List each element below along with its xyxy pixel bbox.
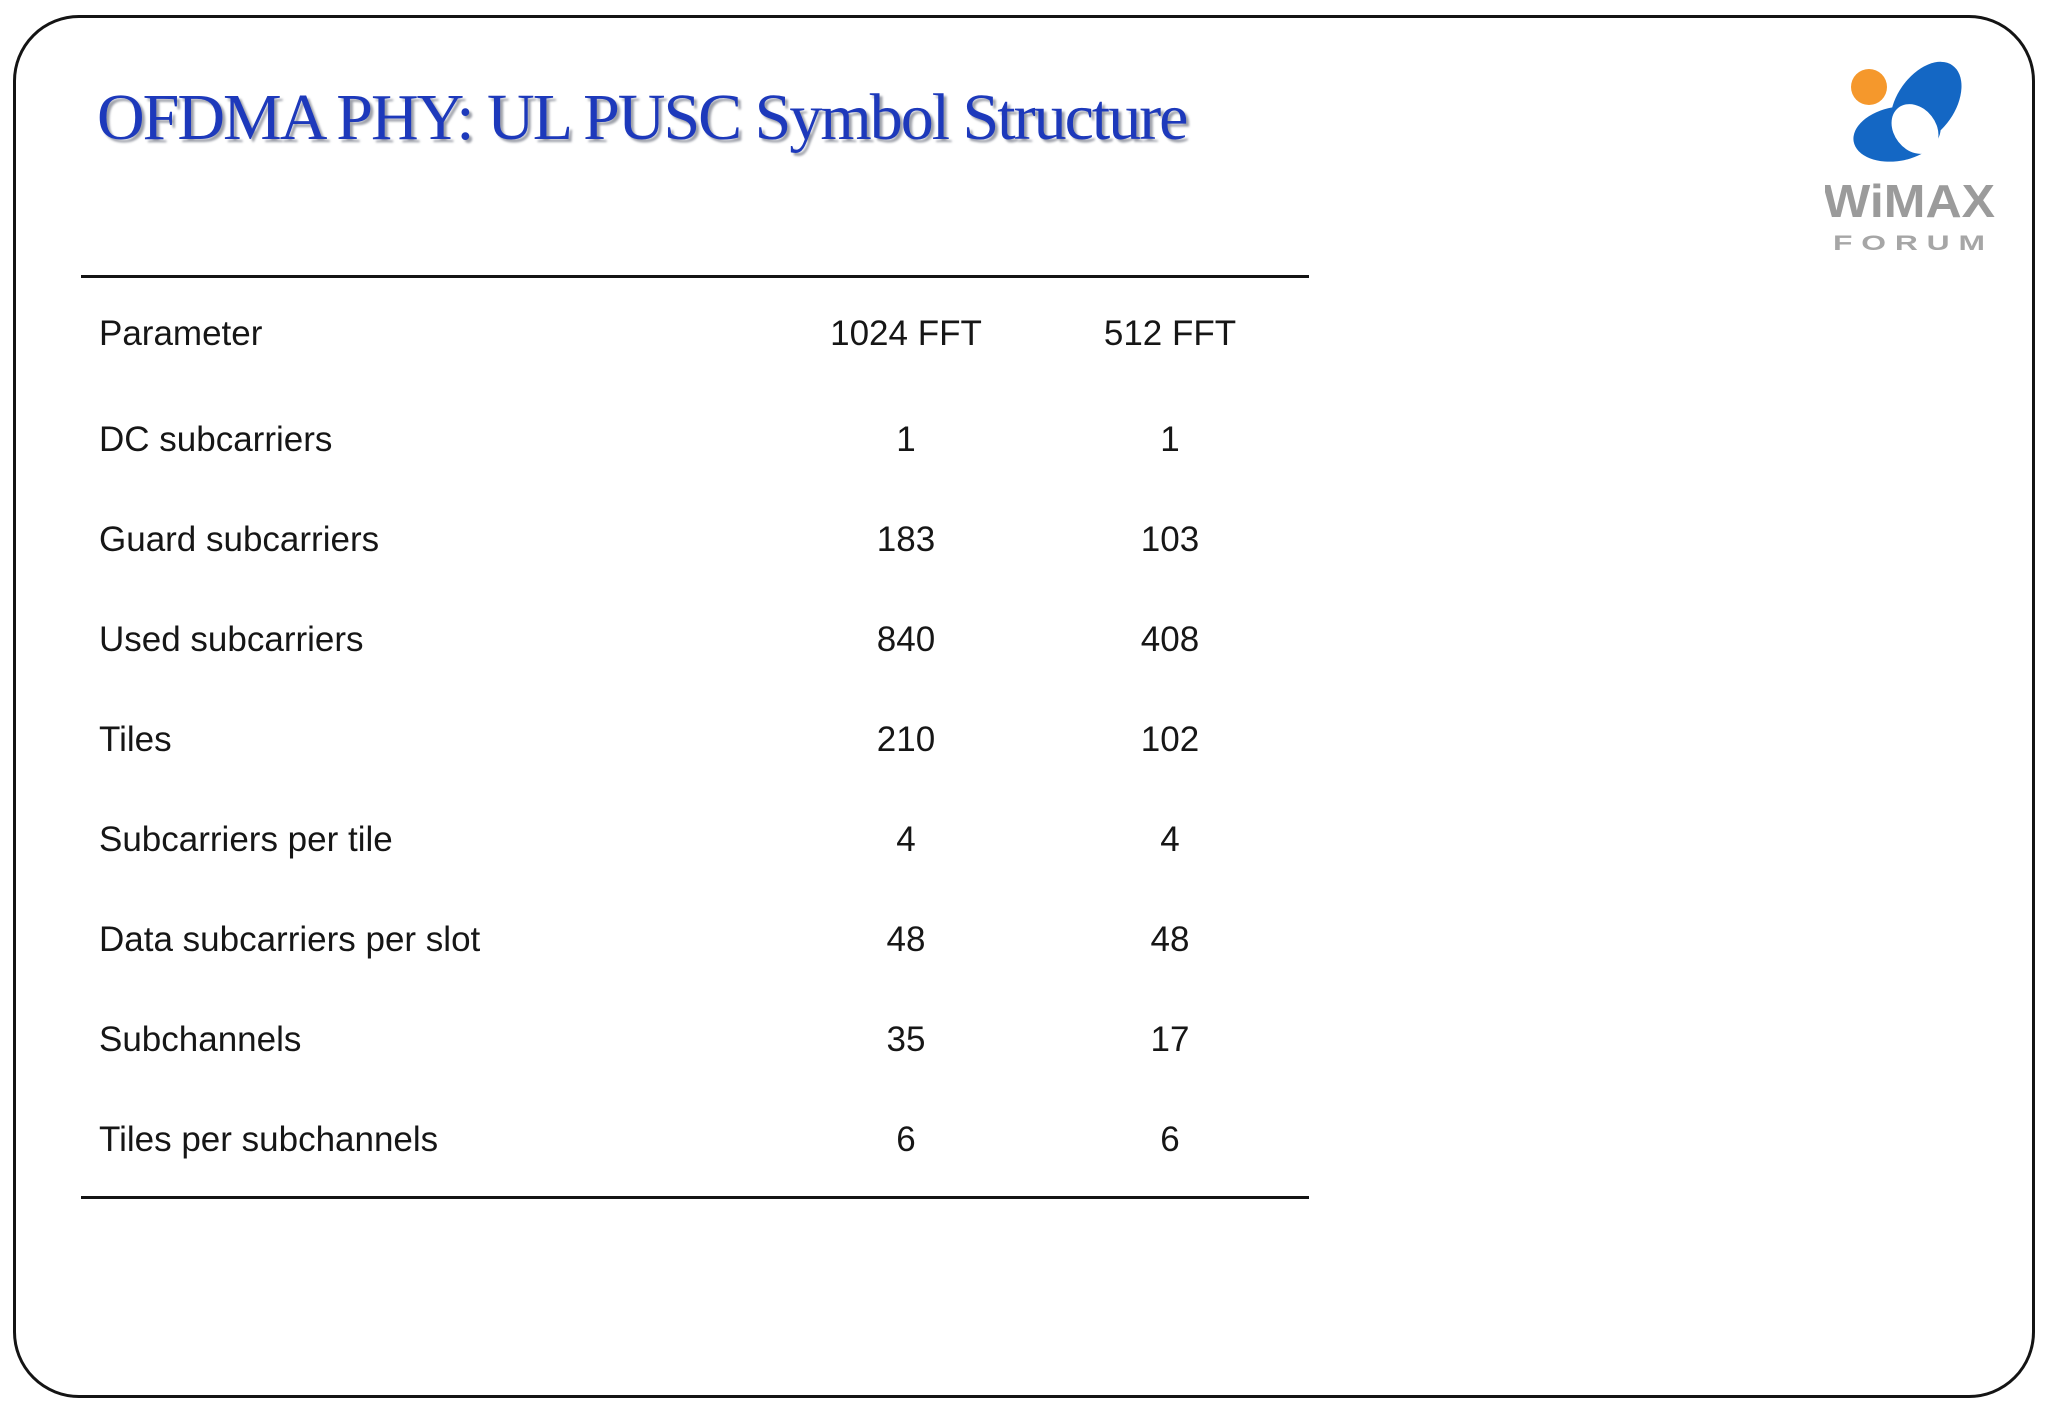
row-value-512fft: 1: [1160, 419, 1180, 459]
table-row: DC subcarriers 1 1: [81, 390, 1309, 490]
row-value-512fft: 103: [1140, 519, 1200, 559]
wimax-forum-logo: WiMAX F O R U M: [1825, 61, 1995, 255]
row-value-512fft: 6: [1160, 1119, 1180, 1159]
column-header-512fft: 512 FFT: [1103, 313, 1237, 353]
row-label: Subchannels: [99, 1019, 302, 1059]
row-label: Tiles: [99, 719, 172, 759]
table-row: Data subcarriers per slot 48 48: [81, 890, 1309, 990]
row-value-1024fft: 35: [886, 1019, 926, 1059]
row-value-512fft: 102: [1140, 719, 1200, 759]
column-header-1024fft: 1024 FFT: [830, 313, 982, 353]
row-value-1024fft: 210: [876, 719, 936, 759]
table-row: Used subcarriers 840 408: [81, 590, 1309, 690]
table-row: Subchannels 35 17: [81, 990, 1309, 1090]
row-label: Data subcarriers per slot: [99, 919, 481, 959]
parameters-table: Parameter 1024 FFT 512 FFT DC subcarrier…: [81, 275, 1309, 1199]
logo-brand-text: WiMAX: [1825, 175, 1995, 227]
table-row: Guard subcarriers 183 103: [81, 490, 1309, 590]
table-row: Tiles 210 102: [81, 690, 1309, 790]
table-header-row: Parameter 1024 FFT 512 FFT: [81, 278, 1309, 390]
row-value-512fft: 408: [1140, 619, 1200, 659]
column-header-parameter: Parameter: [99, 313, 263, 353]
row-label: Subcarriers per tile: [99, 819, 393, 859]
slide-border-frame: [13, 15, 2035, 1398]
row-value-1024fft: 840: [876, 619, 936, 659]
row-value-1024fft: 48: [886, 919, 926, 959]
slide-title: OFDMA PHY: UL PUSC Symbol Structure: [97, 81, 1188, 154]
row-label: Tiles per subchannels: [99, 1119, 439, 1159]
row-value-512fft: 48: [1150, 919, 1190, 959]
row-value-512fft: 17: [1150, 1019, 1190, 1059]
logo-orange-dot-icon: [1851, 69, 1887, 105]
row-value-1024fft: 1: [896, 419, 916, 459]
logo-white-egg-icon: [1891, 104, 1939, 154]
row-value-1024fft: 6: [896, 1119, 916, 1159]
table-row: Subcarriers per tile 4 4: [81, 790, 1309, 890]
row-label: DC subcarriers: [99, 419, 333, 459]
row-label: Guard subcarriers: [99, 519, 380, 559]
row-value-1024fft: 183: [876, 519, 936, 559]
logo-forum-text: F O R U M: [1833, 232, 1985, 255]
row-value-512fft: 4: [1160, 819, 1180, 859]
row-value-1024fft: 4: [896, 819, 916, 859]
row-label: Used subcarriers: [99, 619, 364, 659]
table-row: Tiles per subchannels 6 6: [81, 1090, 1309, 1190]
